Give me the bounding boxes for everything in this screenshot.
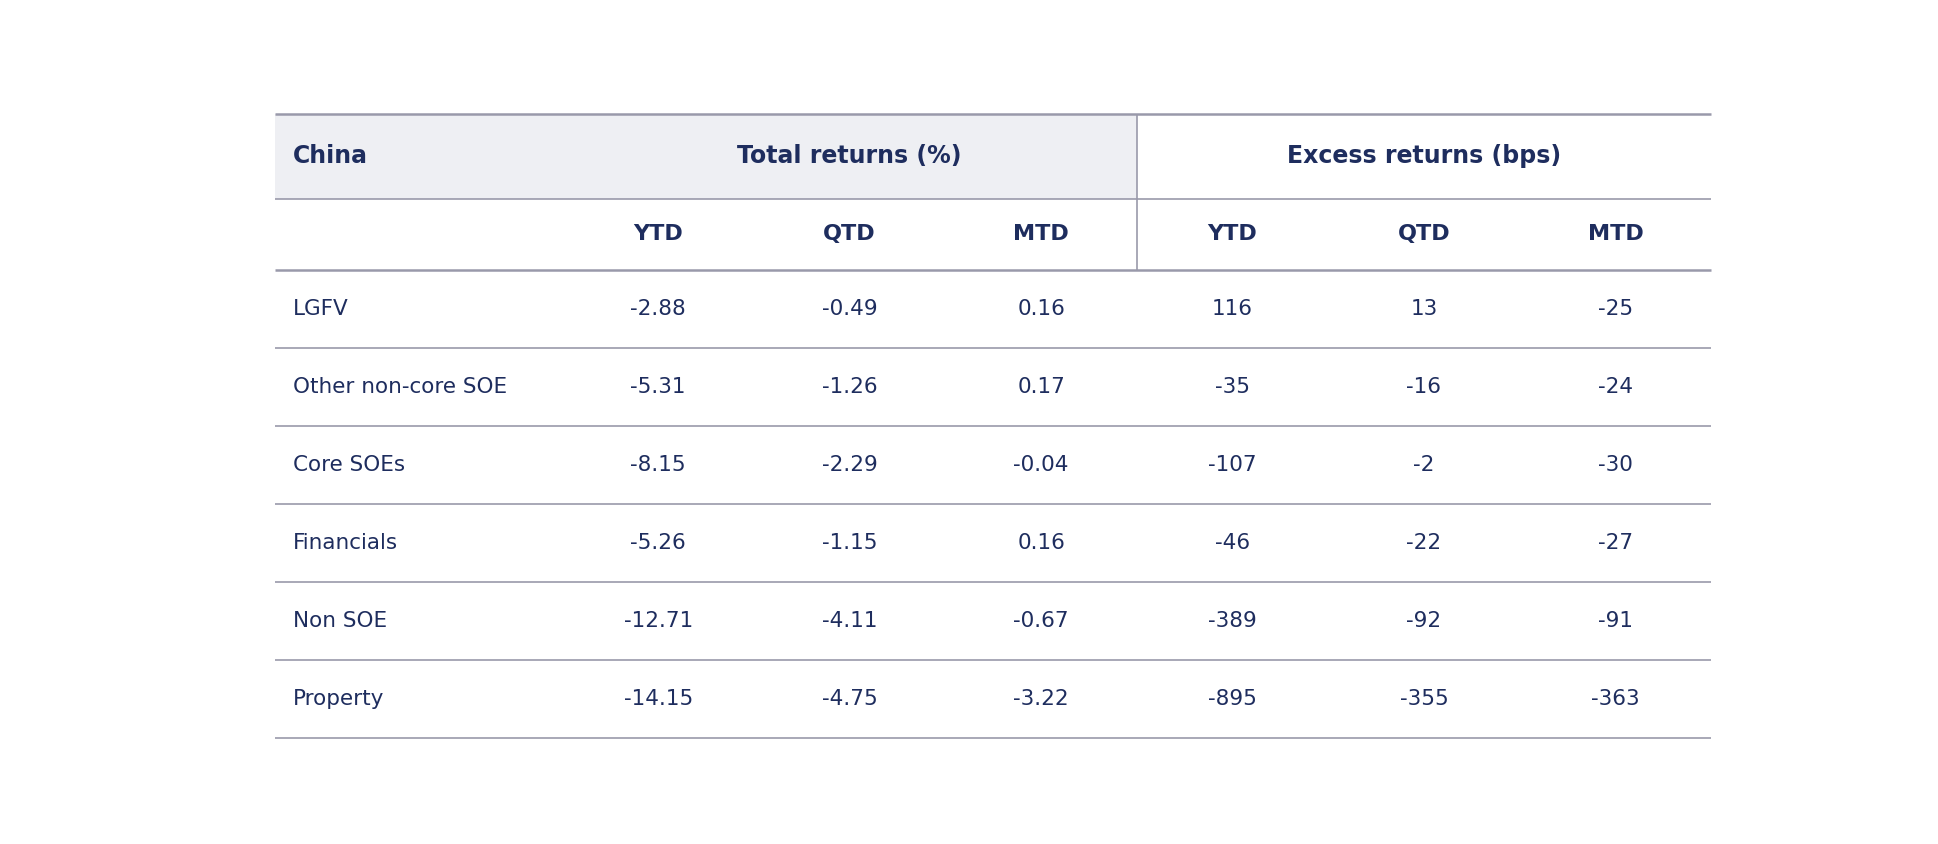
- Bar: [275, 270, 1711, 349]
- Bar: [275, 504, 1711, 582]
- Text: -25: -25: [1597, 300, 1634, 319]
- Text: YTD: YTD: [634, 225, 682, 245]
- Text: -895: -895: [1207, 690, 1258, 709]
- Text: 0.17: 0.17: [1017, 377, 1066, 398]
- Text: -2.29: -2.29: [822, 455, 878, 475]
- Text: -35: -35: [1215, 377, 1250, 398]
- Text: -5.31: -5.31: [630, 377, 686, 398]
- Text: -24: -24: [1597, 377, 1634, 398]
- Text: -30: -30: [1599, 455, 1634, 475]
- Text: QTD: QTD: [824, 225, 876, 245]
- Text: -1.26: -1.26: [822, 377, 878, 398]
- Bar: [275, 349, 1711, 426]
- Text: -3.22: -3.22: [1014, 690, 1070, 709]
- Text: -46: -46: [1215, 533, 1250, 553]
- Text: YTD: YTD: [1207, 225, 1258, 245]
- Bar: [275, 198, 1711, 270]
- Text: 13: 13: [1411, 300, 1438, 319]
- Text: -363: -363: [1591, 690, 1640, 709]
- Text: -91: -91: [1599, 611, 1634, 631]
- Text: China: China: [293, 144, 368, 169]
- Text: 0.16: 0.16: [1017, 533, 1066, 553]
- Text: -5.26: -5.26: [630, 533, 686, 553]
- Text: -0.49: -0.49: [822, 300, 878, 319]
- Text: 0.16: 0.16: [1017, 300, 1066, 319]
- Text: -27: -27: [1597, 533, 1634, 553]
- Text: Financials: Financials: [293, 533, 399, 553]
- Text: -12.71: -12.71: [624, 611, 694, 631]
- Text: MTD: MTD: [1014, 225, 1070, 245]
- Text: Excess returns (bps): Excess returns (bps): [1287, 144, 1562, 169]
- Bar: [275, 582, 1711, 660]
- Text: -1.15: -1.15: [822, 533, 878, 553]
- Text: -107: -107: [1207, 455, 1258, 475]
- Bar: [275, 426, 1711, 504]
- Text: -16: -16: [1407, 377, 1442, 398]
- Text: -92: -92: [1407, 611, 1442, 631]
- Text: -0.04: -0.04: [1014, 455, 1070, 475]
- Text: QTD: QTD: [1397, 225, 1450, 245]
- Text: -4.75: -4.75: [822, 690, 878, 709]
- Text: -4.11: -4.11: [822, 611, 878, 631]
- Text: MTD: MTD: [1587, 225, 1643, 245]
- Bar: [275, 114, 562, 198]
- Text: -8.15: -8.15: [630, 455, 686, 475]
- Text: -22: -22: [1407, 533, 1442, 553]
- Text: Property: Property: [293, 690, 384, 709]
- Text: -14.15: -14.15: [624, 690, 694, 709]
- Bar: [1138, 114, 1711, 198]
- Text: -355: -355: [1399, 690, 1448, 709]
- Bar: [275, 660, 1711, 738]
- Text: LGFV: LGFV: [293, 300, 349, 319]
- Text: -389: -389: [1207, 611, 1258, 631]
- Text: -2.88: -2.88: [630, 300, 686, 319]
- Text: Core SOEs: Core SOEs: [293, 455, 405, 475]
- Text: 116: 116: [1211, 300, 1254, 319]
- Text: -2: -2: [1413, 455, 1434, 475]
- Bar: [562, 114, 1138, 198]
- Text: -0.67: -0.67: [1014, 611, 1070, 631]
- Text: Non SOE: Non SOE: [293, 611, 388, 631]
- Text: Other non-core SOE: Other non-core SOE: [293, 377, 508, 398]
- Text: Total returns (%): Total returns (%): [738, 144, 961, 169]
